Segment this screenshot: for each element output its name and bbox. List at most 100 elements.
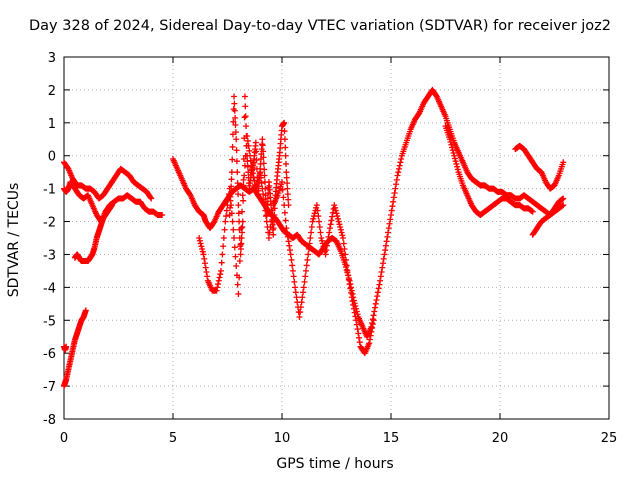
data-point (261, 202, 268, 209)
data-point (239, 192, 246, 199)
data-point (281, 209, 288, 216)
data-point (239, 229, 246, 236)
data-point (356, 339, 363, 346)
data-point (350, 305, 357, 312)
data-point (235, 210, 242, 217)
data-point (384, 233, 391, 240)
data-point (233, 262, 240, 269)
data-point (203, 269, 210, 276)
data-point (335, 218, 342, 225)
data-point (337, 226, 344, 233)
data-point (348, 294, 355, 301)
data-point (352, 313, 359, 320)
data-point (231, 107, 238, 114)
data-point (238, 240, 245, 247)
data-point (309, 218, 316, 225)
data-point (372, 300, 379, 307)
data-point (231, 100, 238, 107)
data-point (341, 245, 348, 252)
data-point (271, 211, 278, 218)
data-point (239, 208, 246, 215)
data-point (366, 340, 373, 347)
data-point (280, 194, 287, 201)
data-point (354, 326, 361, 333)
data-point (284, 229, 291, 236)
data-point (389, 203, 396, 210)
data-point (286, 242, 293, 249)
data-point (296, 313, 303, 320)
data-point (388, 207, 395, 214)
data-point (253, 157, 260, 164)
data-point (228, 169, 235, 176)
data-point (449, 144, 456, 151)
data-point (395, 169, 402, 176)
data-point (382, 247, 389, 254)
data-point (345, 276, 352, 283)
data-point (217, 267, 224, 274)
data-point (451, 155, 458, 162)
data-point (348, 289, 355, 296)
data-point (285, 202, 292, 209)
data-point (213, 287, 220, 294)
data-point (351, 309, 358, 316)
y-tick-label: -6 (43, 347, 56, 362)
data-point (240, 182, 247, 189)
data-point (240, 156, 247, 163)
data-point (318, 237, 325, 244)
data-point (200, 251, 207, 258)
data-point (453, 160, 460, 167)
y-tick-label: 1 (48, 117, 56, 132)
data-point (282, 152, 289, 159)
data-point (231, 244, 238, 251)
data-point (147, 194, 154, 201)
data-point (373, 296, 380, 303)
data-point (234, 281, 241, 288)
data-point (197, 240, 204, 247)
data-point (310, 215, 317, 222)
data-point (394, 172, 401, 179)
data-point (270, 231, 277, 238)
data-point (220, 243, 227, 250)
data-point (284, 191, 291, 198)
data-point (263, 205, 270, 212)
data-point (299, 294, 306, 301)
data-point (282, 217, 289, 224)
data-point (302, 267, 309, 274)
data-point (260, 160, 267, 167)
data-point (383, 238, 390, 245)
x-tick-label: 15 (383, 431, 400, 446)
data-point (271, 218, 278, 225)
data-point (263, 211, 270, 218)
data-point (231, 235, 238, 241)
data-point (288, 256, 295, 263)
data-point (345, 272, 352, 279)
data-point (271, 205, 278, 212)
data-point (392, 185, 399, 192)
data-point (356, 334, 363, 341)
data-point (263, 213, 270, 220)
data-point (233, 147, 240, 154)
data-point (297, 304, 304, 311)
data-point (323, 247, 330, 254)
data-point (324, 242, 331, 249)
data-point (204, 273, 211, 280)
data-point (237, 251, 244, 258)
data-point (235, 202, 242, 209)
data-point (340, 240, 347, 247)
data-point (252, 139, 259, 146)
data-point (236, 258, 243, 265)
data-point (289, 267, 296, 274)
data-point (398, 156, 405, 163)
x-tick-label: 20 (492, 431, 509, 446)
chart-title: Day 328 of 2024, Sidereal Day-to-day VTE… (29, 18, 611, 34)
data-point (215, 281, 222, 288)
data-point (285, 238, 292, 245)
data-point (243, 132, 250, 139)
data-point (82, 307, 89, 314)
data-point (449, 147, 456, 154)
data-point (391, 190, 398, 197)
data-point (214, 284, 221, 291)
data-point (237, 245, 244, 252)
y-tick-label: -5 (43, 314, 56, 329)
y-tick-label: -2 (43, 216, 56, 231)
